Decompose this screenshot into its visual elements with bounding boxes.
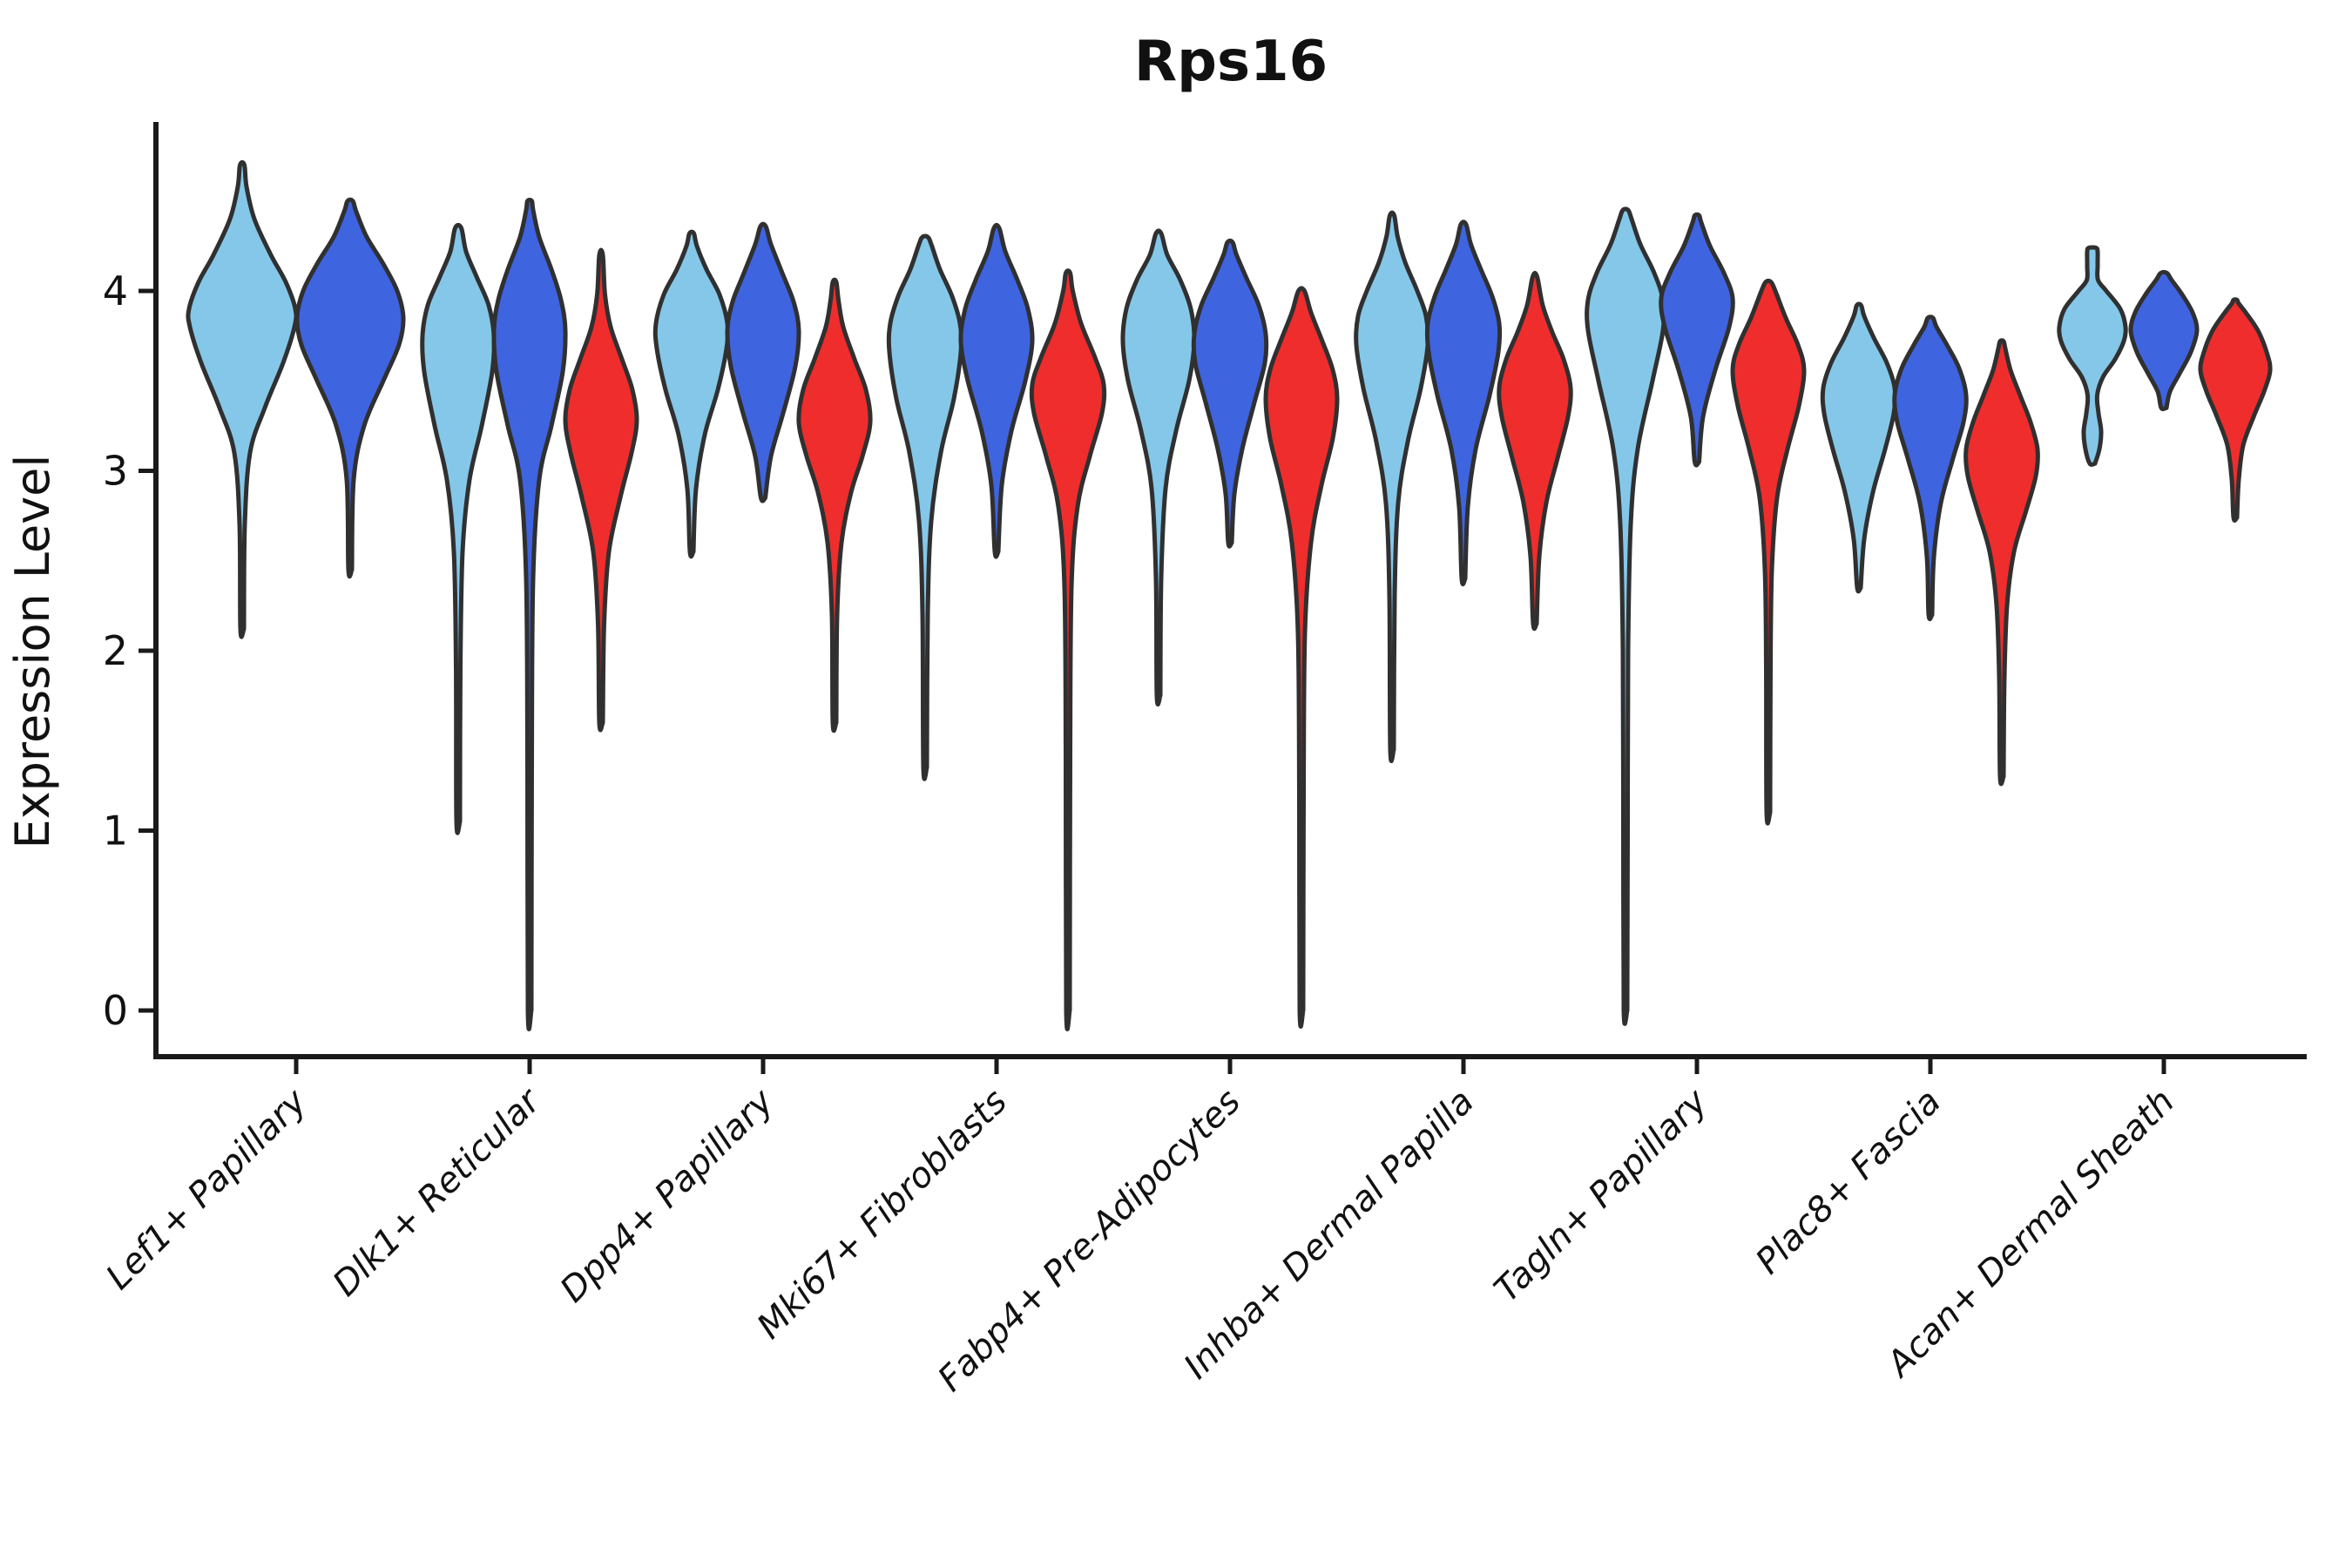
violin-darkblue — [958, 222, 1035, 559]
y-tick-label: 4 — [103, 267, 128, 314]
violin-lightblue — [2057, 245, 2128, 467]
x-tick-label: Lef1+ Papillary — [98, 1081, 315, 1298]
x-tick-label: Tagln+ Papillary — [1487, 1081, 1716, 1310]
violin-darkblue — [1892, 314, 1969, 622]
violin-lightblue — [652, 229, 731, 559]
violin-lightblue — [186, 159, 299, 639]
violin-red — [2198, 297, 2273, 523]
violin-shapes — [186, 159, 2273, 1031]
violin-darkblue — [1424, 220, 1503, 586]
violin-lightblue — [1354, 210, 1430, 763]
y-tick-label: 2 — [103, 627, 128, 674]
violin-darkblue — [491, 197, 568, 1031]
violin-lightblue — [1585, 206, 1666, 1026]
violin-red — [563, 247, 639, 733]
x-tick-label: Dpp4+ Papillary — [553, 1081, 782, 1310]
violin-red — [1963, 338, 2040, 787]
violin-darkblue — [294, 197, 406, 579]
violin-darkblue — [1659, 212, 1735, 468]
violin-lightblue — [1820, 301, 1898, 594]
violin-red — [1029, 268, 1107, 1031]
y-tick-label: 1 — [103, 808, 128, 855]
violin-red — [1263, 286, 1340, 1029]
violin-lightblue — [420, 222, 497, 835]
violin-red — [796, 277, 873, 733]
x-tick-label: Dlk1+ Reticular — [326, 1080, 550, 1304]
chart-title: Rps16 — [1134, 30, 1328, 94]
violin-red — [1730, 278, 1807, 826]
x-tick-label: Mki67+ Fibroblasts — [749, 1082, 1015, 1348]
violin-darkblue — [2128, 269, 2200, 412]
violin-red — [1497, 270, 1573, 632]
x-tick-label: Plac8+ Fascia — [1748, 1082, 1949, 1282]
y-axis-label: Expression Level — [5, 455, 60, 849]
violin-lightblue — [886, 233, 964, 781]
violin-darkblue — [1191, 238, 1269, 549]
y-tick-label: 3 — [103, 448, 128, 495]
violin-lightblue — [1120, 228, 1197, 706]
violin-darkblue — [725, 221, 801, 504]
y-tick-label: 0 — [103, 987, 128, 1034]
